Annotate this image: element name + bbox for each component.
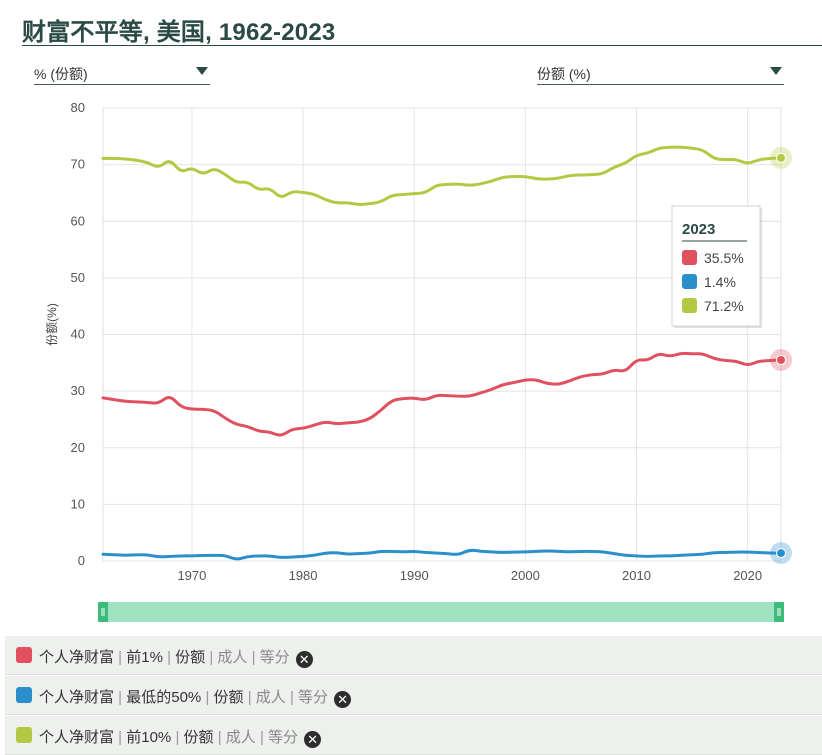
- chart-end-markers: [770, 146, 792, 565]
- legend-part: 等分: [259, 649, 290, 666]
- tooltip-swatch: [682, 250, 697, 265]
- legend-separator: |: [205, 649, 218, 666]
- legend-separator: |: [255, 729, 269, 746]
- legend-part: 成人: [255, 689, 286, 706]
- remove-series-icon[interactable]: ✕: [304, 731, 322, 748]
- tooltip-swatch: [682, 274, 697, 289]
- legend-separator: |: [201, 689, 214, 706]
- x-tick-label: 2010: [622, 568, 651, 583]
- legend-label: 个人净财富 | 最低的50% | 份额 | 成人 | 等分 ✕: [39, 686, 352, 708]
- legend-separator: |: [247, 649, 260, 666]
- y-tick-label: 30: [71, 383, 85, 398]
- y-tick-label: 10: [71, 496, 85, 511]
- tooltip-value: 71.2%: [704, 298, 744, 314]
- title-divider: [22, 45, 822, 46]
- legend-part: 等分: [268, 729, 299, 746]
- range-handle-left[interactable]: [98, 602, 108, 622]
- legend-separator: |: [114, 729, 127, 746]
- chart-series: [101, 145, 783, 561]
- y-tick-label: 0: [78, 553, 85, 568]
- chevron-down-icon: [770, 67, 782, 75]
- indicator-dropdown[interactable]: 份额 (%): [537, 60, 784, 85]
- series-line-1: [101, 548, 783, 561]
- legend-separator: |: [162, 649, 176, 666]
- legend-part: 成人: [225, 729, 256, 746]
- line-chart: 0 10 20 30 40 50 60 70 80 1970 1980 1990 2000 2010 202…: [45, 100, 792, 622]
- y-tick-label: 80: [71, 100, 85, 115]
- y-tick-label: 50: [71, 270, 85, 285]
- range-handle-right[interactable]: [774, 602, 784, 622]
- series-end-point-0: [776, 354, 786, 365]
- x-tick-label: 1980: [289, 568, 318, 583]
- remove-series-icon[interactable]: ✕: [295, 651, 313, 668]
- legend-separator: |: [243, 689, 256, 706]
- unit-dropdown[interactable]: % (份额): [34, 60, 210, 85]
- series-line-2: [101, 145, 783, 206]
- tooltip-swatch: [682, 298, 697, 313]
- y-tick-label: 20: [71, 440, 85, 455]
- legend-item: 个人净财富 | 前1% | 份额 | 成人 | 等分 ✕: [5, 636, 822, 675]
- indicator-dropdown-label: 份额 (%): [537, 66, 591, 82]
- chart-grid: [102, 107, 782, 562]
- legend-part: 最低的50%: [126, 689, 202, 706]
- series-end-point-2: [776, 152, 786, 163]
- legend-item: 个人净财富 | 前10% | 份额 | 成人 | 等分 ✕: [5, 716, 822, 755]
- legend-item: 个人净财富 | 最低的50% | 份额 | 成人 | 等分 ✕: [5, 676, 822, 715]
- legend-label: 个人净财富 | 前1% | 份额 | 成人 | 等分 ✕: [39, 646, 313, 668]
- legend-separator: |: [114, 689, 127, 706]
- range-slider[interactable]: [98, 602, 784, 622]
- series-line-0: [101, 351, 783, 437]
- x-tick-label: 2000: [511, 568, 540, 583]
- legend-part: 份额: [213, 689, 244, 706]
- y-tick-label: 40: [71, 327, 85, 342]
- legend-swatch: [16, 687, 32, 703]
- y-axis-label: 份额(%): [45, 303, 59, 346]
- x-tick-label: 1990: [400, 568, 429, 583]
- chart-axes: 0 10 20 30 40 50 60 70 80 1970 1980 1990 2000 2010 202…: [45, 100, 762, 583]
- legend-part: 份额: [183, 729, 214, 746]
- y-tick-label: 70: [71, 157, 85, 172]
- tooltip-value: 35.5%: [704, 250, 744, 266]
- legend-part: 个人净财富: [39, 729, 115, 746]
- legend-swatch: [16, 727, 32, 743]
- legend-swatch: [16, 647, 32, 663]
- x-tick-label: 1970: [177, 568, 206, 583]
- tooltip-value: 1.4%: [704, 274, 736, 290]
- legend-part: 前10%: [126, 729, 172, 746]
- chevron-down-icon: [196, 67, 208, 75]
- chart-tooltip: 2023 35.5% 1.4% 71.2%: [671, 205, 762, 328]
- legend-separator: |: [285, 689, 299, 706]
- legend-part: 个人净财富: [39, 689, 115, 706]
- tooltip-year: 2023: [682, 221, 715, 238]
- range-slider-track[interactable]: [98, 602, 784, 622]
- y-tick-label: 60: [71, 213, 85, 228]
- legend-part: 份额: [175, 649, 206, 666]
- legend-part: 成人: [217, 649, 248, 666]
- x-tick-label: 2020: [733, 568, 762, 583]
- remove-series-icon[interactable]: ✕: [334, 691, 352, 708]
- unit-dropdown-label: % (份额): [34, 66, 88, 82]
- legend-separator: |: [114, 649, 127, 666]
- legend-part: 前1%: [126, 649, 163, 666]
- legend-part: 等分: [298, 689, 329, 706]
- page-title: 财富不平等, 美国, 1962-2023: [22, 19, 336, 46]
- legend-label: 个人净财富 | 前10% | 份额 | 成人 | 等分 ✕: [39, 726, 322, 748]
- series-end-point-1: [776, 548, 786, 559]
- legend-part: 个人净财富: [39, 649, 115, 666]
- legend-separator: |: [171, 729, 184, 746]
- legend-separator: |: [213, 729, 226, 746]
